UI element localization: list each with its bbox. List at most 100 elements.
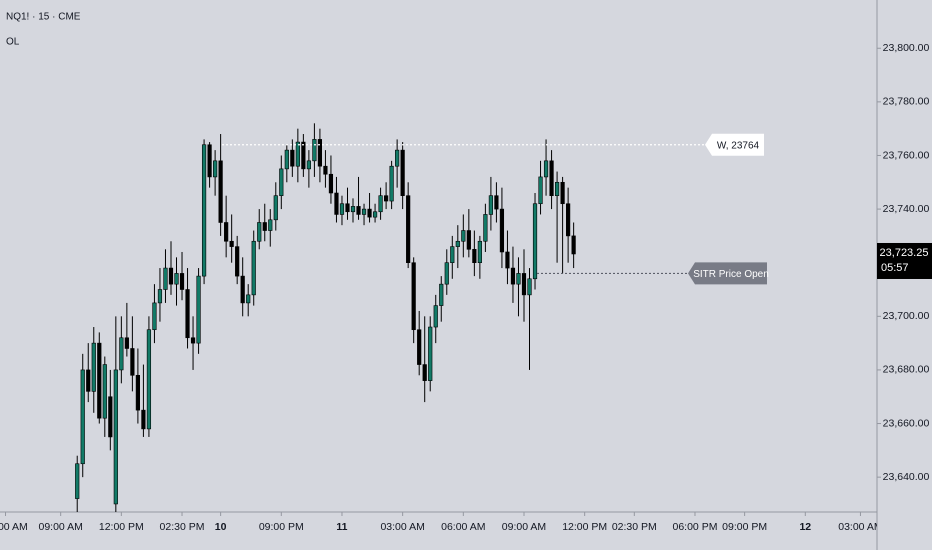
- candle-body: [163, 267, 168, 290]
- candle-body: [516, 273, 521, 285]
- candle-body: [312, 139, 317, 162]
- candle-body: [395, 149, 400, 167]
- level-label: W, 23764: [717, 140, 760, 151]
- candle-body: [240, 275, 245, 304]
- x-tick-label: 12:00 PM: [99, 521, 144, 533]
- candle-body: [571, 235, 576, 255]
- level-label-box: [688, 262, 767, 285]
- candle-body: [472, 248, 477, 264]
- candle-body: [235, 246, 240, 277]
- candle-body: [527, 278, 532, 296]
- candle-body: [251, 240, 256, 296]
- price-axis: 23,640.00 23,660.00 23,680.00 23,700.00 23,7…: [877, 42, 932, 483]
- candle-body: [566, 203, 571, 237]
- level-label-box: [705, 133, 764, 156]
- candle-body: [207, 144, 212, 178]
- candle-body: [306, 160, 311, 170]
- plot: W, 23764 SITR Price Open: [75, 123, 769, 512]
- candle-body: [361, 208, 367, 215]
- candle-body: [477, 240, 482, 264]
- x-tick-label: 10: [215, 521, 227, 533]
- y-tick-label: 23,760.00: [883, 149, 930, 161]
- candle-body: [560, 181, 565, 205]
- candle-body: [345, 203, 350, 213]
- y-tick-label: 23,680.00: [883, 364, 930, 376]
- candle-body: [201, 144, 207, 277]
- x-tick-label: 06:00 PM: [673, 521, 718, 533]
- candle-body: [494, 195, 499, 210]
- candle-body: [268, 219, 273, 231]
- y-tick-label: 23,780.00: [883, 96, 930, 108]
- candle-body: [108, 396, 113, 438]
- candle-body: [174, 273, 179, 285]
- x-tick-label: 09:00 AM: [38, 521, 82, 533]
- candle-body: [257, 222, 262, 242]
- candle-body: [224, 222, 229, 242]
- candle-body: [532, 203, 538, 280]
- last-price-box: [877, 242, 932, 279]
- candle-body: [119, 337, 124, 371]
- last-price-label: 23,723.25: [880, 247, 929, 259]
- candle-body: [284, 149, 289, 170]
- x-tick-label: 03:00 AM: [380, 521, 424, 533]
- candle-body: [279, 168, 284, 196]
- candle-body: [317, 139, 323, 167]
- candle-body: [378, 195, 383, 213]
- candle-body: [196, 275, 201, 344]
- candle-body: [450, 246, 455, 264]
- candle-body: [439, 283, 444, 306]
- x-tick-label: 09:00 AM: [502, 521, 546, 533]
- candle-body: [455, 240, 460, 247]
- candle-body: [406, 195, 411, 264]
- candle-body: [505, 251, 510, 269]
- candle-body: [179, 273, 185, 290]
- candle-body: [538, 176, 543, 205]
- candle-body: [130, 348, 135, 376]
- candle-body: [543, 160, 549, 178]
- candle-body: [334, 192, 339, 215]
- candle-body: [389, 165, 394, 202]
- candle-body: [75, 463, 80, 499]
- x-tick-label: 12:00 PM: [562, 521, 607, 533]
- candle-body: [521, 273, 527, 296]
- candle-body: [417, 329, 422, 365]
- candle-body: [461, 230, 466, 242]
- level-label: SITR Price Open: [693, 269, 769, 280]
- candle-body: [157, 289, 163, 304]
- time-axis: 06:00 AM 09:00 AM 12:00 PM 02:30 PM 10 09:00 …: [0, 512, 877, 533]
- candle-body: [301, 141, 306, 170]
- y-tick-label: 23,700.00: [883, 310, 930, 322]
- y-tick-label: 23,640.00: [883, 471, 930, 483]
- candle-body: [510, 267, 516, 285]
- y-tick-label: 23,800.00: [883, 42, 930, 54]
- candle-body: [350, 206, 356, 213]
- candle-body: [146, 329, 152, 430]
- candle-body: [86, 369, 91, 392]
- candle-body: [339, 203, 345, 215]
- candle-body: [328, 173, 334, 194]
- candle-body: [554, 181, 560, 196]
- candle-body: [273, 195, 278, 221]
- candle-body: [372, 211, 378, 218]
- candle-body: [422, 364, 427, 381]
- candle-body: [141, 409, 146, 430]
- candle-body: [367, 208, 372, 218]
- x-tick-label: 06:00 AM: [0, 521, 28, 533]
- candle-body: [323, 165, 328, 175]
- candle-body: [91, 342, 96, 392]
- candle-body: [499, 208, 505, 253]
- candle-body: [549, 160, 554, 196]
- candle-body: [168, 267, 174, 285]
- x-tick-label: 06:00 AM: [441, 521, 485, 533]
- candle-body: [290, 149, 295, 167]
- candle-body: [262, 222, 267, 231]
- candle-body: [135, 374, 140, 411]
- chart-title: NQ1! · 15 · CME: [6, 12, 81, 23]
- x-tick-label: 11: [336, 521, 347, 533]
- x-tick-label: 02:30 PM: [612, 521, 657, 533]
- indicator-name: OL: [6, 37, 20, 48]
- candle-body: [190, 337, 196, 344]
- candle-body: [102, 364, 107, 419]
